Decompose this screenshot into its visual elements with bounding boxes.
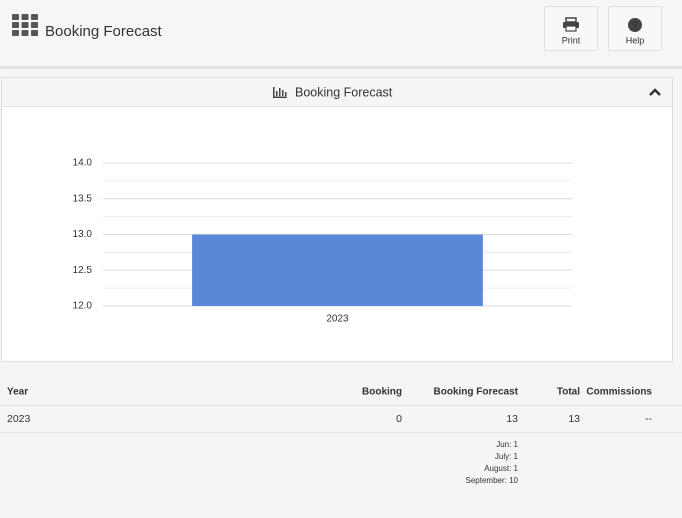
column-header: Commissions xyxy=(586,387,652,398)
page-title: Booking Forecast xyxy=(45,23,163,40)
button-label: Print xyxy=(562,35,581,45)
breakdown-line: August: 1 xyxy=(484,464,518,473)
table-cell: 13 xyxy=(506,413,518,425)
table-cell: 0 xyxy=(396,413,402,425)
column-header: Year xyxy=(7,387,28,398)
column-header: Booking Forecast xyxy=(434,387,519,398)
y-tick-label: 13.5 xyxy=(73,193,93,204)
help-button[interactable]: ? Help xyxy=(608,6,662,51)
table-cell: 13 xyxy=(568,413,580,425)
panel-header xyxy=(2,78,672,106)
column-header: Total xyxy=(557,387,580,398)
y-tick-label: 12.5 xyxy=(73,265,93,276)
table-cell: -- xyxy=(645,413,652,425)
breakdown-line: Jun: 1 xyxy=(496,440,518,449)
panel xyxy=(1,77,673,362)
chart-icon xyxy=(273,87,287,98)
y-tick-label: 14.0 xyxy=(73,158,93,169)
chart: 12.0 12.5 13.0 13.5 14.0 2023 xyxy=(73,158,572,325)
breakdown-line: July: 1 xyxy=(495,452,519,461)
bar xyxy=(192,234,483,306)
menu-icon[interactable] xyxy=(12,14,38,36)
button-label: Help xyxy=(626,35,645,45)
print-button[interactable]: Print xyxy=(544,6,598,51)
panel-title: Booking Forecast xyxy=(295,85,393,99)
y-tick-label: 12.0 xyxy=(73,301,93,312)
table: Year Booking Booking Forecast Total Commissi… xyxy=(0,387,682,485)
table-cell: 2023 xyxy=(7,413,31,425)
x-tick-label: 2023 xyxy=(326,314,349,325)
y-tick-label: 13.0 xyxy=(73,229,93,240)
breakdown-line: September: 10 xyxy=(466,476,519,485)
svg-text:?: ? xyxy=(632,20,638,31)
column-header: Booking xyxy=(362,387,402,398)
collapse-chevron[interactable] xyxy=(649,88,661,96)
